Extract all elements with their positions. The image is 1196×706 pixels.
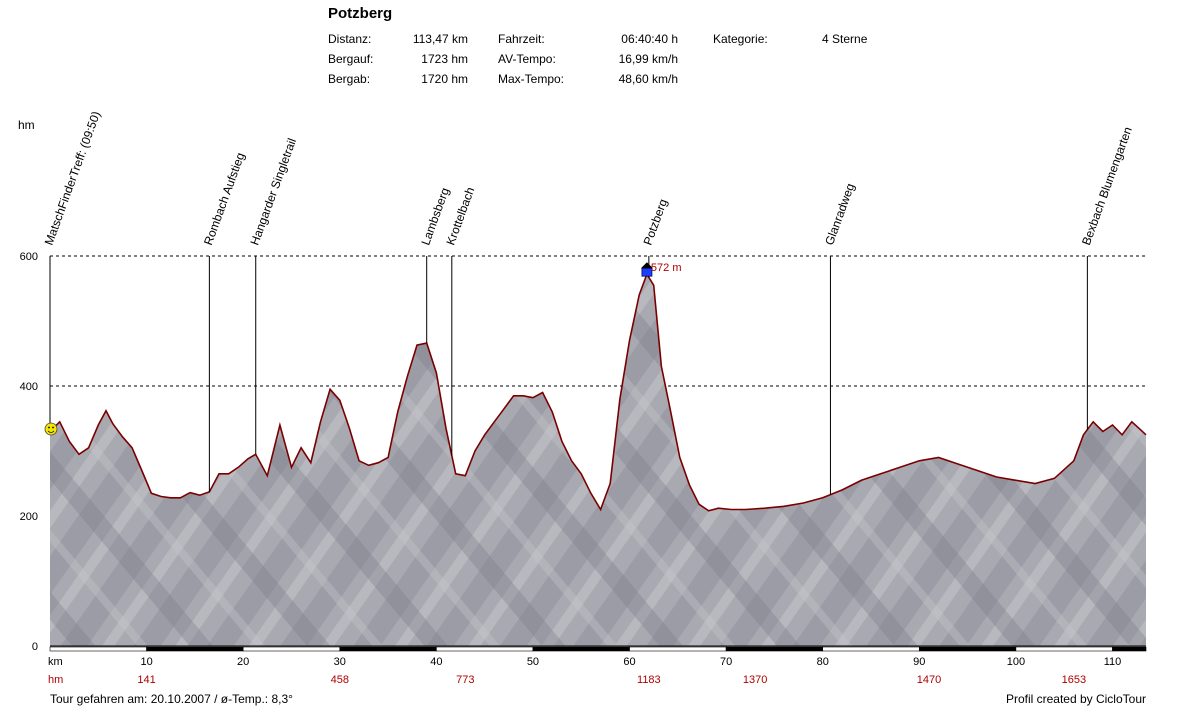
elevation-line [49, 272, 1147, 512]
stat-label-bergauf: Bergauf: [328, 52, 374, 66]
y-tick-label-0: 0 [32, 641, 38, 653]
km-scale-segment [146, 646, 244, 652]
stat-value-kategorie: 4 Sterne [822, 32, 868, 46]
km-scale-segment [242, 646, 341, 652]
waypoint-label: Potzberg [641, 197, 671, 247]
km-scale-segment [339, 646, 437, 652]
stat-value-distanz: 113,47 km [412, 32, 468, 46]
x-tick-label-30: 30 [334, 656, 346, 668]
start-smiley-icon [44, 422, 58, 436]
stat-value-bergauf: 1723 hm [421, 52, 468, 66]
cum-climb-value: 1470 [917, 674, 941, 686]
stat-label-fahrzeit: Fahrzeit: [498, 32, 545, 46]
cum-climb-value: 773 [456, 674, 474, 686]
km-scale-segment [1112, 646, 1147, 652]
stat-value-bergab: 1720 hm [421, 72, 468, 86]
km-scale-segment [49, 646, 147, 652]
x-axis-label: km [48, 656, 63, 668]
km-scale-segment [1015, 646, 1113, 652]
x-tick-label-10: 10 [140, 656, 152, 668]
cum-climb-value: 1183 [637, 674, 661, 686]
km-scale-segment [629, 646, 727, 652]
x-tick-label-110: 110 [1104, 656, 1122, 668]
cum-climb-value: 1370 [743, 674, 767, 686]
stat-label-av-tempo: AV-Tempo: [498, 52, 556, 66]
summit-label: 572 m [651, 262, 682, 274]
stat-label-kategorie: Kategorie: [713, 32, 768, 46]
stat-label-max-tempo: Max-Tempo: [498, 72, 565, 86]
stat-value-max-tempo: 48,60 km/h [618, 72, 678, 86]
km-scale-segment [725, 646, 824, 652]
credit-text: Profil created by CicloTour [1005, 692, 1146, 706]
y-tick-label-200: 200 [20, 511, 38, 523]
y-tick-label-400: 400 [20, 381, 38, 393]
km-scale-segment [436, 646, 534, 652]
waypoint-label: MatschFinderTreff: (09:50) [42, 109, 104, 247]
terrain-shading [50, 274, 1146, 646]
x-tick-label-40: 40 [430, 656, 442, 668]
km-scale-segment [822, 646, 920, 652]
waypoint-label: Hangarder Singletrail [247, 136, 299, 247]
km-scale-segment [919, 646, 1017, 652]
x-tick-label-60: 60 [623, 656, 635, 668]
waypoint-layer: MatschFinderTreff: (09:50) Rombach Aufsti… [42, 109, 1135, 495]
area-layer [49, 272, 1147, 646]
y-tick-label-600: 600 [20, 251, 38, 263]
cum-climb-value: 141 [137, 674, 155, 686]
x-tick-label-80: 80 [817, 656, 829, 668]
waypoint-label: Glanradweg [822, 181, 857, 247]
x-tick-label-70: 70 [720, 656, 732, 668]
y-axis-label: hm [18, 118, 35, 132]
cum-climb-label: hm [48, 674, 63, 686]
stat-label-bergab: Bergab: [328, 72, 371, 86]
cum-climb-value: 458 [331, 674, 349, 686]
page-title: Potzberg [328, 5, 393, 22]
x-tick-label-20: 20 [237, 656, 249, 668]
summit-marker-icon [640, 262, 653, 277]
stat-label-distanz: Distanz: [328, 32, 372, 46]
x-tick-label-50: 50 [527, 656, 539, 668]
axis-layer: 0 200 400 600 hm km 10 20 30 40 50 60 70 80 90 100 110 hm… [18, 118, 1147, 686]
cum-climb-value: 1653 [1062, 674, 1086, 686]
waypoint-label: Rombach Aufstieg [201, 151, 247, 247]
waypoint-label: Bexbach Blumengarten [1079, 125, 1135, 247]
x-tick-label-90: 90 [913, 656, 925, 668]
tour-info: Tour gefahren am: 20.10.2007 / ø-Temp.: … [50, 692, 293, 706]
stat-value-av-tempo: 16,99 km/h [618, 52, 678, 66]
stat-value-fahrzeit: 06:40:40 h [621, 32, 678, 46]
x-tick-label-100: 100 [1007, 656, 1025, 668]
km-scale-segment [532, 646, 630, 652]
